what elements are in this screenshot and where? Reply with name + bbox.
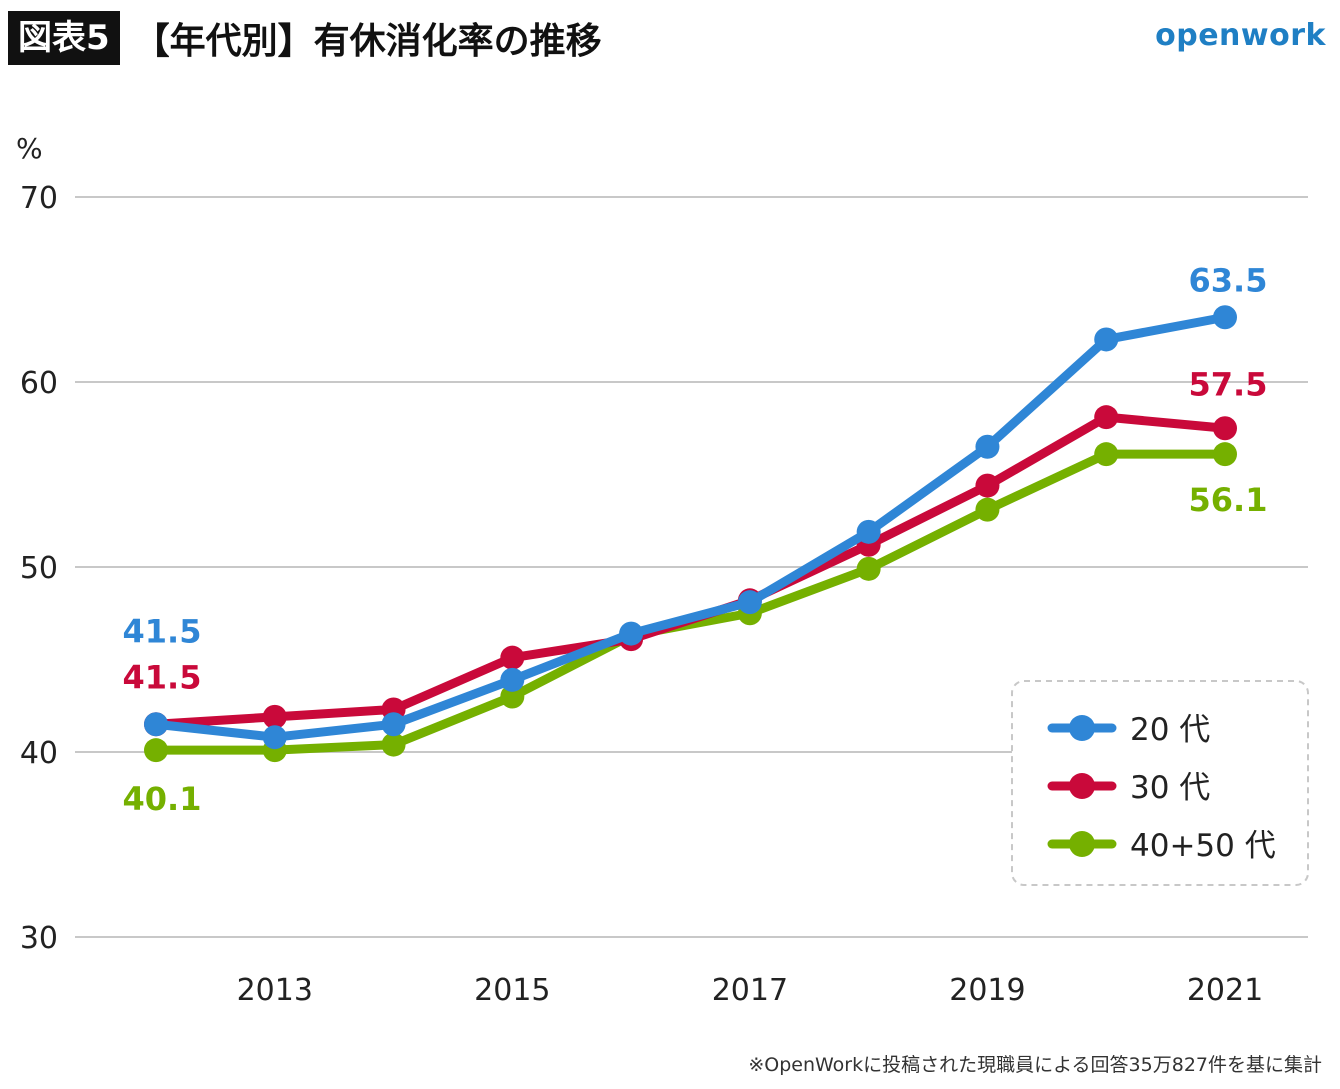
y-tick-label: 50 bbox=[20, 551, 58, 586]
data-point bbox=[381, 712, 406, 737]
data-point bbox=[500, 645, 525, 670]
y-axis: % 30 40 50 60 70 bbox=[16, 132, 58, 956]
data-point bbox=[856, 556, 881, 581]
footnote: ※OpenWorkに投稿された現職員による回答35万827件を基に集計 bbox=[748, 1054, 1322, 1076]
data-label: 57.5 bbox=[1189, 365, 1268, 403]
chart-header: 図表5 【年代別】有休消化率の推移 bbox=[8, 10, 602, 66]
x-tick-label: 2015 bbox=[474, 973, 550, 1008]
data-point bbox=[262, 725, 287, 750]
data-point bbox=[856, 519, 881, 544]
chart-title: 【年代別】有休消化率の推移 bbox=[133, 21, 602, 62]
x-tick-label: 2019 bbox=[949, 973, 1025, 1008]
series-line bbox=[151, 412, 1230, 729]
data-point bbox=[1213, 442, 1237, 467]
series-line bbox=[151, 312, 1230, 742]
data-label: 41.5 bbox=[123, 612, 202, 650]
data-point bbox=[1094, 405, 1119, 430]
data-point bbox=[619, 621, 644, 646]
figure-badge: 図表5 bbox=[8, 11, 120, 65]
legend-swatch-marker bbox=[1069, 715, 1095, 741]
data-labels: 41.5 41.5 40.1 63.5 57.5 56.1 bbox=[123, 261, 1268, 818]
legend-label: 40+50 代 bbox=[1130, 828, 1276, 864]
data-point bbox=[500, 684, 525, 709]
data-label: 41.5 bbox=[123, 658, 202, 696]
data-point bbox=[1213, 305, 1237, 330]
legend-swatch-marker bbox=[1069, 773, 1095, 799]
data-point bbox=[975, 473, 1000, 498]
openwork-logo: openwork bbox=[1155, 18, 1326, 53]
data-point bbox=[144, 738, 168, 763]
data-label: 56.1 bbox=[1189, 481, 1268, 519]
legend-label: 20 代 bbox=[1130, 712, 1210, 748]
data-point bbox=[1094, 327, 1119, 352]
series-group bbox=[144, 305, 1237, 763]
data-point bbox=[144, 712, 168, 737]
y-tick-label: 60 bbox=[20, 366, 58, 401]
legend: 20 代 30 代 40+50 代 bbox=[1011, 680, 1309, 886]
y-tick-label: 70 bbox=[20, 181, 58, 216]
x-tick-label: 2017 bbox=[712, 973, 788, 1008]
legend-label: 30 代 bbox=[1130, 770, 1210, 806]
y-tick-label: 30 bbox=[20, 921, 58, 956]
data-point bbox=[500, 667, 525, 692]
data-label: 63.5 bbox=[1189, 261, 1268, 299]
data-label: 40.1 bbox=[123, 780, 202, 818]
legend-swatch-marker bbox=[1069, 831, 1095, 857]
x-tick-label: 2013 bbox=[237, 973, 313, 1008]
data-point bbox=[262, 704, 287, 729]
x-axis: 2013 2015 2017 2019 2021 bbox=[237, 973, 1264, 1008]
data-point bbox=[381, 732, 406, 757]
data-point bbox=[737, 590, 762, 615]
x-tick-label: 2021 bbox=[1187, 973, 1263, 1008]
y-unit-label: % bbox=[16, 132, 43, 165]
data-point bbox=[975, 497, 1000, 522]
data-point bbox=[975, 434, 1000, 459]
data-point bbox=[1094, 442, 1119, 467]
y-tick-label: 40 bbox=[20, 736, 58, 771]
data-point bbox=[1213, 416, 1237, 441]
